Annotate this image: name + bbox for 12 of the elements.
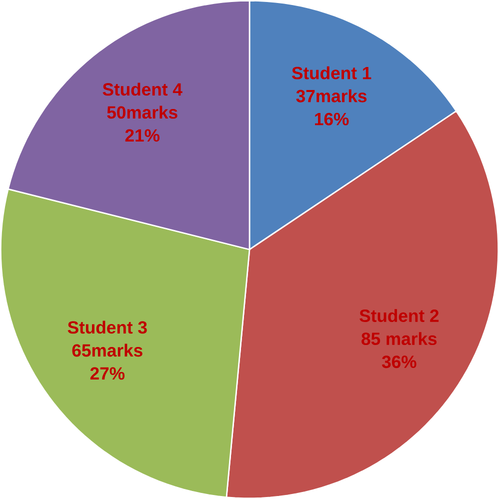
slice-label: Student 4 bbox=[102, 82, 182, 96]
slice-label: Student 3 bbox=[68, 320, 147, 334]
text: 27% bbox=[90, 367, 125, 380]
text: 21% bbox=[125, 129, 160, 142]
slice-label: Student 1 bbox=[292, 66, 372, 80]
data-label: 37marks bbox=[296, 89, 367, 102]
text: 16% bbox=[315, 112, 349, 126]
data-label: 50marks bbox=[107, 106, 178, 119]
text: 36% bbox=[382, 356, 416, 368]
data-label: 85 marks bbox=[362, 332, 437, 346]
data-label: 65marks bbox=[72, 344, 142, 357]
slice-label: Student 2 bbox=[360, 309, 439, 322]
